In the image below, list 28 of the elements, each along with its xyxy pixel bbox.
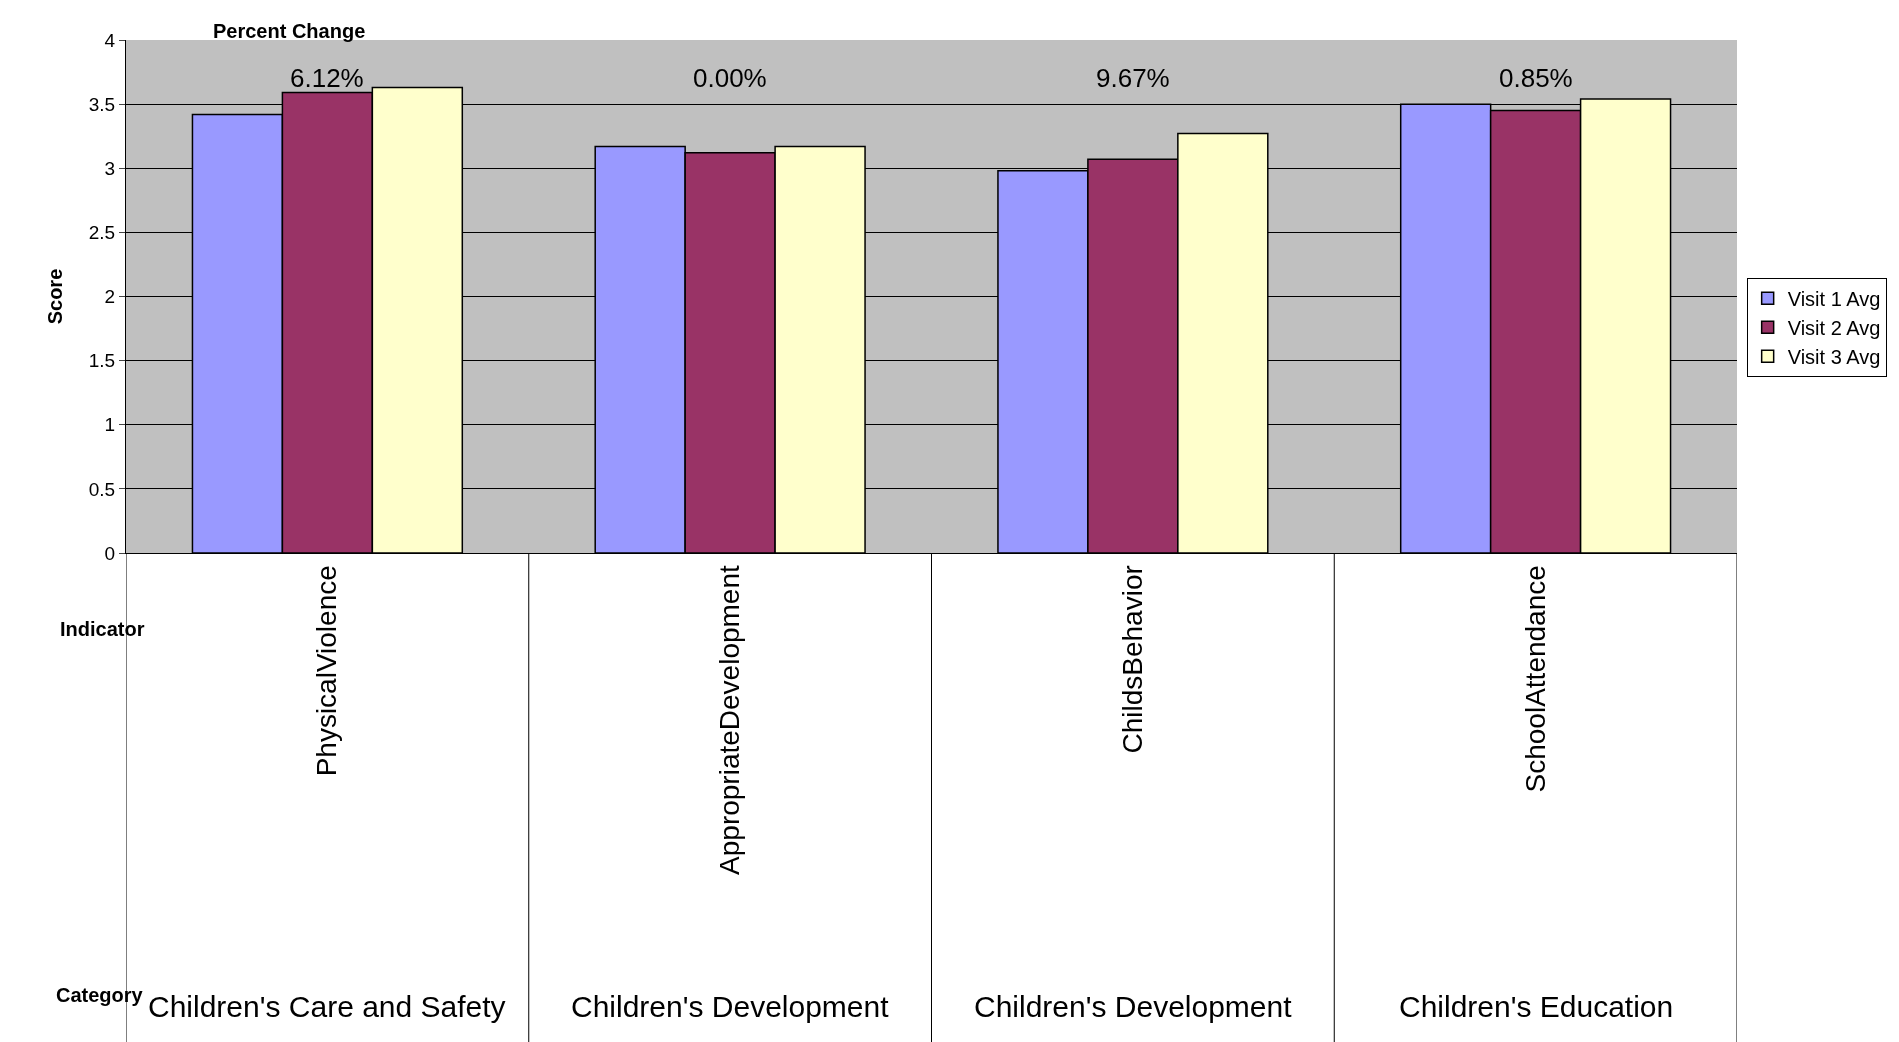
y-tick-label: 2.5: [88, 222, 116, 244]
annotation: 0.85%: [1499, 63, 1573, 93]
y-tick-label: 1: [104, 414, 116, 436]
x-tick-label: SchoolAttendance: [1519, 565, 1551, 793]
y-axis-title: Score: [44, 268, 67, 325]
text: Children's Development: [571, 990, 890, 1023]
annotation: 9.67%: [1096, 63, 1170, 93]
x-tick-label: AppropriateDevelopment: [714, 564, 746, 875]
annotation: 0.00%: [693, 63, 767, 93]
y-tick-label: 3.5: [88, 93, 116, 115]
x-tick-label: ChildsBehavior: [1116, 565, 1148, 754]
x-tick-label: PhysicalViolence: [311, 565, 343, 777]
y-tick-label: 0: [104, 542, 116, 564]
annotation: Percent Change: [213, 20, 366, 42]
y-tick-label: 4: [104, 29, 116, 51]
x-axis-title: Indicator: [60, 618, 145, 640]
text: Category: [56, 984, 144, 1006]
legend-label: Visit 3 Avg: [1787, 346, 1881, 369]
y-tick-label: 1.5: [88, 350, 116, 372]
text: Children's Care and Safety: [148, 990, 506, 1023]
y-tick-label: 2: [104, 286, 116, 308]
annotation: 6.12%: [290, 63, 364, 93]
text: Children's Education: [1399, 990, 1674, 1023]
text: Children's Development: [974, 990, 1293, 1023]
legend-label: Visit 1 Avg: [1787, 288, 1881, 311]
y-tick-label: 0.5: [88, 478, 116, 500]
y-tick-label: 3: [104, 157, 116, 179]
legend-label: Visit 2 Avg: [1787, 317, 1881, 340]
